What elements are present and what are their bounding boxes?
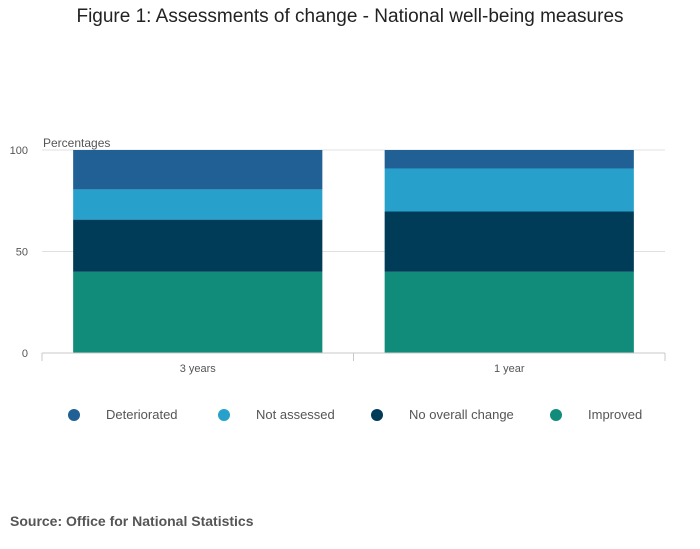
x-axis: 3 years 1 year bbox=[41, 352, 666, 375]
bar-deteriorated-1-year bbox=[384, 150, 634, 169]
legend-swatch-icon bbox=[218, 408, 230, 421]
legend-label: Not assessed bbox=[256, 407, 335, 422]
y-tick-label: 100 bbox=[10, 145, 28, 157]
source-note: Source: Office for National Statistics bbox=[10, 513, 254, 529]
bar-deteriorated-3-years bbox=[73, 150, 323, 190]
legend-label: Improved bbox=[588, 407, 643, 422]
bar-not-assessed-3-years bbox=[73, 189, 323, 220]
x-tick-label: 1 year bbox=[494, 363, 525, 375]
legend-item-not-assessed[interactable]: Not assessed bbox=[218, 407, 335, 422]
y-axis-label: Percentages bbox=[43, 136, 110, 150]
legend-item-improved[interactable]: Improved bbox=[550, 407, 642, 422]
legend-item-deteriorated[interactable]: Deteriorated bbox=[68, 407, 178, 422]
legend-swatch-icon bbox=[68, 408, 80, 421]
bar-no-overall-change-1-year bbox=[384, 211, 634, 272]
bar-no-overall-change-3-years bbox=[73, 219, 323, 272]
bar-improved-3-years bbox=[73, 271, 323, 353]
legend-label: Deteriorated bbox=[106, 407, 178, 422]
y-axis-ticks: 0 50 100 bbox=[10, 145, 28, 360]
chart-title: Figure 1: Assessments of change - Nation… bbox=[76, 6, 624, 27]
legend-swatch-icon bbox=[371, 408, 383, 421]
x-tick-label: 3 years bbox=[180, 363, 217, 375]
bars bbox=[73, 150, 634, 353]
y-tick-label: 50 bbox=[16, 247, 28, 259]
bar-improved-1-year bbox=[384, 271, 634, 353]
legend-item-no-overall-change[interactable]: No overall change bbox=[371, 407, 514, 422]
legend-swatch-icon bbox=[550, 408, 562, 421]
legend: Deteriorated Not assessed No overall chang… bbox=[0, 407, 700, 427]
y-tick-label: 0 bbox=[22, 348, 28, 360]
bar-not-assessed-1-year bbox=[384, 168, 634, 212]
stacked-bar-chart: 0 50 100 3 years 1 year Percentages bbox=[10, 136, 666, 375]
legend-label: No overall change bbox=[409, 407, 514, 422]
